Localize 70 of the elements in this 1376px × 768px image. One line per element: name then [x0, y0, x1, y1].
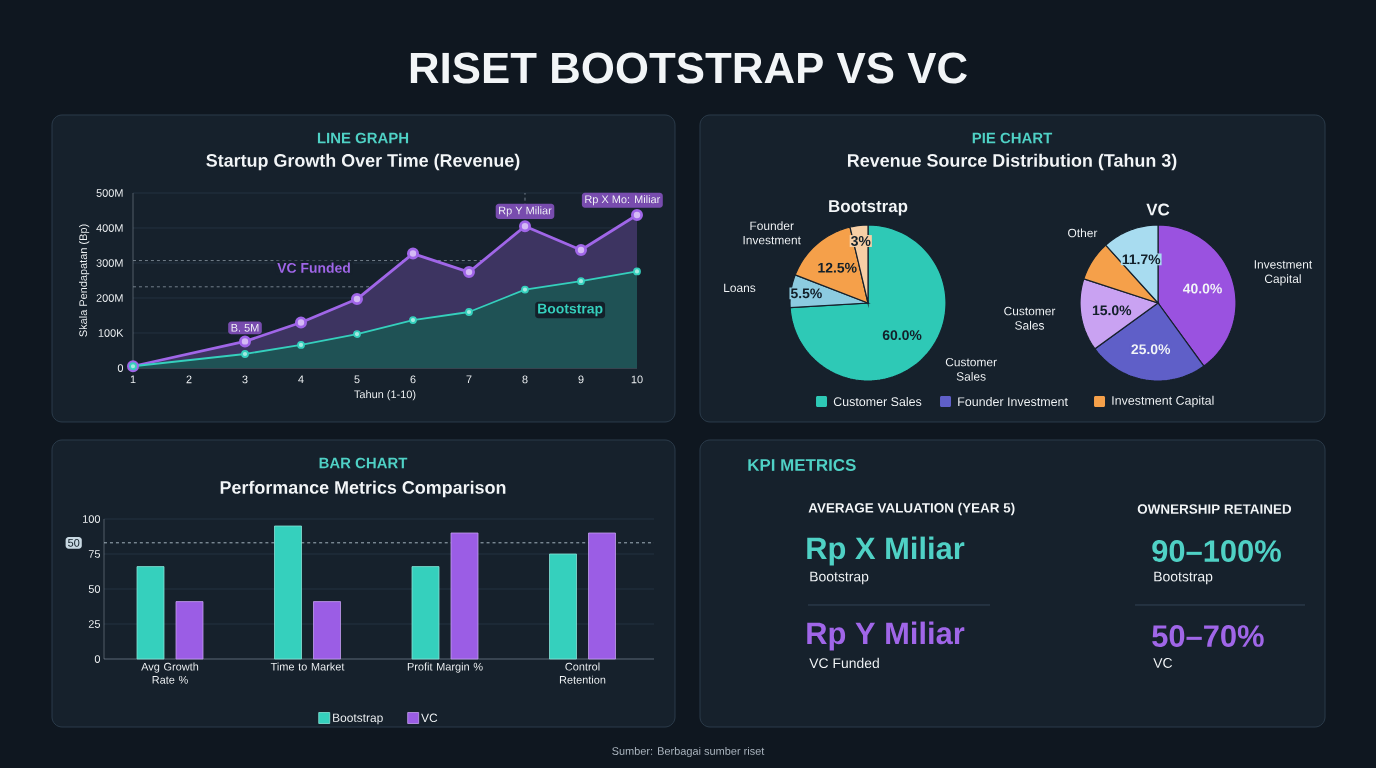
x-tick-label: 4 [298, 375, 304, 384]
x-tick-label: 1 [130, 375, 136, 384]
y-tick-label: 300M [96, 259, 123, 267]
text: Customer Sales [833, 396, 922, 407]
text: VC [1153, 658, 1173, 668]
text: PIE CHART [972, 132, 1053, 144]
chart-subtitle: BAR CHART [319, 457, 408, 469]
text: 50–70% [1152, 625, 1264, 647]
data-label: 40.0% [1182, 283, 1222, 294]
y-tick-label: 75 [88, 550, 101, 558]
y-tick-label: 400M [96, 224, 123, 232]
text: Bootstrap [810, 571, 869, 585]
y-tick-label: 50 [88, 585, 101, 593]
text: OWNERSHIP RETAINED [1137, 504, 1292, 514]
slice-label: Other [1068, 228, 1098, 238]
slice-label: Investment Capital [1254, 260, 1313, 286]
text: Rp X Miliar [807, 536, 965, 566]
y-tick-label: 0 [117, 364, 124, 372]
chart-title: Performance Metrics Comparison [220, 480, 506, 498]
data-label: 15.0% [1092, 305, 1132, 316]
slice-label: Customer Sales [1004, 306, 1056, 330]
y-tick-label: 100K [98, 329, 124, 337]
text: Rp Y Miliar [807, 621, 965, 651]
text: 90–100% [1152, 540, 1281, 562]
x-tick-label: 2 [186, 375, 192, 384]
y-tick-label: 100 [83, 515, 101, 523]
x-tick-label: 8 [522, 375, 528, 384]
x-tick-label: Control Retention [559, 662, 606, 684]
slice-label: Founder Investment [743, 221, 801, 245]
legend-label: VC [421, 713, 438, 723]
legend-label: Bootstrap [333, 713, 383, 725]
y-tick-label: 200M [96, 294, 123, 302]
y-axis-title: Skala Pendapatan (Bp) [79, 224, 90, 337]
chart-title: Startup Growth Over Time (Revenue) [206, 153, 520, 171]
x-tick-label: Time to Market [270, 662, 345, 671]
data-label: 25.0% [1131, 344, 1171, 355]
series-label: VC Funded [277, 262, 350, 273]
text: 50 [68, 538, 80, 547]
text: RISET BOOTSTRAP VS VC [410, 52, 967, 84]
text: Bootstrap [1154, 571, 1213, 585]
x-tick-label: Profit Margin % [407, 662, 483, 673]
x-tick-label: 3 [242, 375, 248, 384]
text: VC Funded [809, 657, 879, 669]
x-tick-label: 9 [578, 375, 584, 384]
y-tick-label: 500M [96, 189, 123, 197]
x-tick-label: 6 [410, 375, 416, 384]
x-axis-title: Tahun (1-10) [354, 390, 416, 401]
y-tick-label: 0 [94, 655, 101, 663]
x-tick-label: Avg Growth Rate % [141, 662, 199, 684]
slice-label: Loans [724, 283, 756, 293]
chart-subtitle: LINE GRAPH [317, 132, 409, 144]
x-tick-label: 5 [354, 375, 360, 384]
text: Revenue Source Distribution (Tahun 3) [847, 153, 1177, 171]
annotation: B. 5M [231, 324, 259, 332]
text: Founder Investment [958, 396, 1068, 407]
chart-title: VC [1146, 203, 1170, 216]
text: KPI METRICS [748, 459, 856, 471]
chart-title: Bootstrap [829, 200, 908, 216]
slice-label: Customer Sales [945, 357, 997, 381]
x-tick-label: 10 [631, 375, 643, 384]
y-tick-label: 25 [88, 620, 101, 628]
text: Sumber: Berbagai sumber riset [612, 746, 765, 758]
annotation: Rp X Mo: Miliar [585, 195, 661, 206]
x-tick-label: 7 [466, 375, 472, 384]
data-label: 11.7% [1122, 254, 1161, 265]
text: AVERAGE VALUATION (YEAR 5) [808, 502, 1015, 516]
data-label: 60.0% [882, 330, 922, 341]
text: Investment Capital [1112, 395, 1214, 408]
series-label: Bootstrap [538, 303, 603, 317]
annotation: Rp Y Miliar [499, 206, 552, 217]
